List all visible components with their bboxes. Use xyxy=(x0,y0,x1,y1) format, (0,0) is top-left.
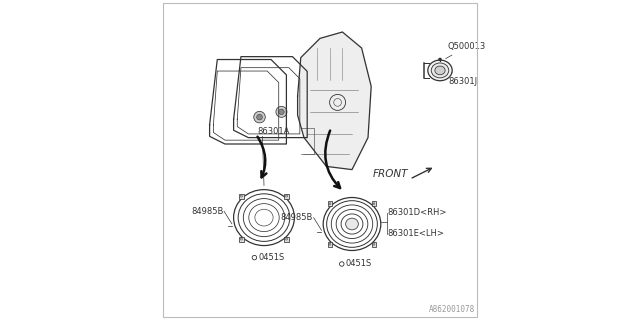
Text: 86301D<RH>: 86301D<RH> xyxy=(388,208,447,217)
Text: Q500013: Q500013 xyxy=(445,42,486,59)
Text: 0451S: 0451S xyxy=(259,253,285,262)
Text: A862001078: A862001078 xyxy=(429,305,475,314)
FancyArrowPatch shape xyxy=(257,137,266,177)
FancyArrowPatch shape xyxy=(325,131,340,188)
Circle shape xyxy=(278,109,284,115)
Circle shape xyxy=(253,111,265,123)
Text: 0451S: 0451S xyxy=(346,260,372,268)
Bar xyxy=(328,202,332,206)
Ellipse shape xyxy=(431,63,449,78)
Ellipse shape xyxy=(346,218,358,230)
Ellipse shape xyxy=(435,66,445,75)
Ellipse shape xyxy=(428,60,452,81)
Bar xyxy=(372,202,376,206)
Circle shape xyxy=(257,114,262,120)
Bar xyxy=(239,194,244,198)
Text: FRONT: FRONT xyxy=(372,169,408,180)
Text: 86301E<LH>: 86301E<LH> xyxy=(388,229,445,238)
Circle shape xyxy=(276,106,287,117)
Text: 84985B: 84985B xyxy=(280,213,313,222)
Bar xyxy=(284,237,289,242)
Bar xyxy=(239,237,244,242)
Bar xyxy=(328,242,332,246)
Polygon shape xyxy=(298,32,371,170)
Circle shape xyxy=(438,58,442,61)
Text: 84985B: 84985B xyxy=(191,207,223,216)
Bar xyxy=(372,242,376,246)
Text: 86301J: 86301J xyxy=(448,72,477,86)
Text: 86301A: 86301A xyxy=(258,127,290,136)
Bar xyxy=(284,194,289,198)
